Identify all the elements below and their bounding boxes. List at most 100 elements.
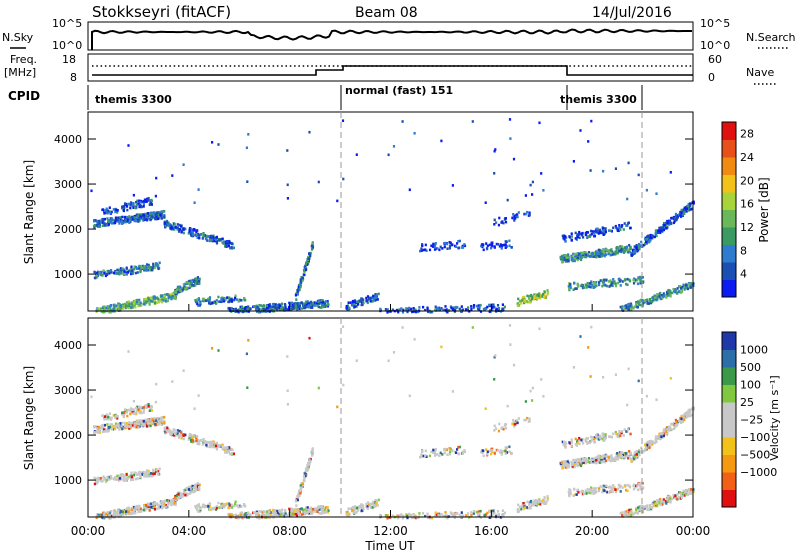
- power-data-point: [287, 305, 291, 309]
- velocity-data-point: [130, 475, 133, 479]
- velocity-data-point: [107, 511, 110, 514]
- power-data-point: [448, 246, 451, 250]
- power-data-point: [504, 246, 507, 249]
- power-data-point: [396, 309, 399, 312]
- power-data-point: [149, 218, 152, 222]
- power-data-point: [402, 308, 405, 312]
- velocity-data-point: [438, 515, 441, 518]
- velocity-data-point: [182, 493, 186, 496]
- velocity-data-point: [616, 457, 619, 461]
- velocity-data-point: [588, 441, 591, 444]
- power-data-point: [199, 301, 202, 305]
- velocity-data-point: [99, 479, 102, 483]
- velocity-data-point: [592, 461, 595, 464]
- power-data-point: [278, 304, 281, 308]
- velocity-data-point: [126, 477, 129, 480]
- velocity-data-point: [97, 478, 100, 481]
- power-data-point: [626, 283, 629, 287]
- power-data-point: [601, 280, 604, 284]
- power-data-point: [412, 307, 415, 310]
- power-data-point: [292, 307, 295, 310]
- velocity-data-point: [125, 473, 128, 476]
- power-data-point: [112, 208, 115, 211]
- velocity-data-point: [161, 503, 164, 506]
- power-data-point: [188, 284, 192, 288]
- power-data-point: [336, 199, 339, 203]
- velocity-data-point: [153, 507, 156, 511]
- power-data-point: [120, 219, 123, 223]
- power-data-point: [161, 299, 164, 302]
- power-data-point: [629, 305, 632, 309]
- velocity-data-point: [139, 407, 142, 410]
- power-data-point: [653, 235, 656, 239]
- velocity-data-point: [141, 423, 144, 427]
- power-data-point: [625, 282, 628, 286]
- power-data-point: [163, 296, 166, 300]
- power-data-point: [618, 226, 621, 229]
- velocity-data-point: [106, 476, 109, 479]
- velocity-data-point: [537, 502, 540, 505]
- power-data-point: [184, 282, 187, 286]
- velocity-data-point: [156, 471, 159, 475]
- power-data-point: [497, 223, 500, 227]
- power-data-point: [612, 226, 615, 230]
- velocity-data-point: [163, 502, 166, 506]
- velocity-data-point: [280, 509, 283, 512]
- velocity-data-point: [289, 513, 292, 516]
- velocity-data-point: [189, 487, 192, 491]
- power-data-point: [103, 222, 106, 225]
- power-data-point: [124, 306, 128, 310]
- velocity-data-point: [191, 439, 195, 443]
- velocity-data-point: [218, 444, 221, 448]
- velocity-data-point: [143, 505, 146, 509]
- velocity-data-point: [133, 471, 136, 474]
- velocity-data-point: [132, 473, 136, 477]
- velocity-data-point: [232, 514, 235, 517]
- power-data-point: [214, 238, 218, 242]
- power-data-point: [103, 272, 106, 275]
- velocity-data-point: [237, 516, 240, 520]
- power-data-point: [326, 300, 329, 303]
- power-data-point: [608, 229, 611, 232]
- velocity-data-point: [443, 451, 446, 455]
- power-data-point: [197, 188, 200, 191]
- velocity-data-point: [113, 512, 116, 515]
- power-data-point: [477, 307, 480, 311]
- velocity-data-point: [175, 494, 179, 497]
- velocity-data-point: [191, 484, 194, 488]
- velocity-data-point: [259, 510, 262, 513]
- power-data-point: [596, 249, 599, 252]
- power-data-point: [593, 285, 596, 289]
- power-data-point: [578, 230, 581, 234]
- power-data-point: [602, 278, 605, 282]
- velocity-data-point: [271, 511, 274, 515]
- power-data-point: [679, 291, 682, 294]
- velocity-data-point: [475, 510, 478, 514]
- power-data-point: [441, 247, 444, 250]
- nave-label: Nave: [746, 66, 774, 79]
- velocity-data-point: [262, 510, 265, 513]
- power-data-point: [370, 299, 373, 303]
- velocity-data-point: [309, 460, 312, 463]
- velocity-data-point: [434, 453, 437, 457]
- power-data-point: [110, 222, 113, 225]
- velocity-data-point: [136, 422, 139, 425]
- velocity-data-point: [159, 419, 162, 422]
- power-data-point: [284, 304, 287, 307]
- power-data-point: [568, 235, 571, 238]
- power-data-point: [311, 244, 314, 248]
- power-data-point: [128, 219, 131, 223]
- velocity-data-point: [490, 510, 493, 514]
- power-data-point: [130, 305, 133, 309]
- power-data-point: [209, 238, 212, 241]
- power-data-point: [154, 194, 157, 198]
- power-data-point: [495, 307, 498, 311]
- power-data-point: [579, 254, 582, 257]
- power-colorbar-segment: [722, 122, 736, 140]
- power-data-point: [140, 215, 143, 218]
- power-data-point: [276, 307, 279, 311]
- velocity-data-point: [502, 514, 505, 517]
- velocity-data-point: [303, 508, 306, 511]
- velocity-data-point: [240, 505, 243, 508]
- velocity-data-point: [205, 440, 208, 444]
